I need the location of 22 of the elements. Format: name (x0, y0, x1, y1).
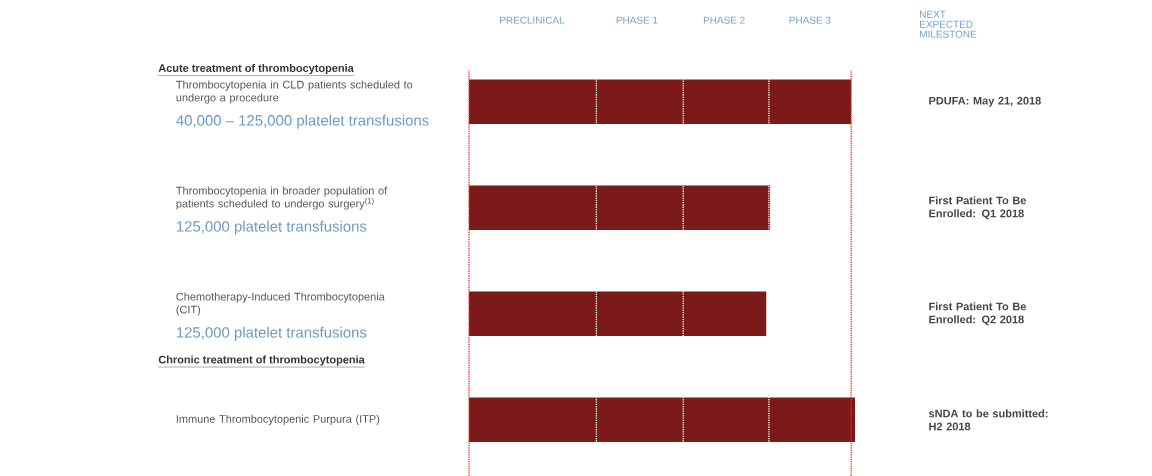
text: 40,000 – 125,000 platelet transfusions (176, 114, 429, 129)
bar (469, 79, 852, 125)
text: First Patient To Be Enrolled: Q1 2018 (929, 196, 1026, 220)
text: First Patient To Be Enrolled: Q2 2018 (929, 302, 1026, 326)
text: PHASE 3 (789, 16, 831, 24)
text: PHASE 1 (616, 16, 658, 24)
bar (469, 397, 856, 443)
bar (469, 291, 767, 337)
text: sNDA to be submitted: H2 2018 (928, 409, 1048, 431)
y-tick-label: Thrombocytopenia in CLD patients scheduled to undergo a procedure (176, 80, 413, 104)
y-tick-label: Chemotherapy-Induced Thrombocytopenia (CIT) (176, 292, 385, 316)
text: Chronic treatment of thrombocytopenia (158, 355, 365, 366)
text: PHASE 2 (703, 16, 745, 24)
text: Acute treatment of thrombocytopenia (158, 63, 354, 75)
text: PDUFA: May 21, 2018 (929, 96, 1041, 107)
text: 125,000 platelet transfusions (176, 220, 367, 235)
y-tick-label: Immune Thrombocytopenic Purpura (ITP) (176, 414, 380, 425)
text: NEXT EXPECTED MILESTONE (920, 10, 977, 38)
bar (469, 185, 771, 231)
text: 125,000 platelet transfusions (176, 326, 367, 341)
y-tick-label: Thrombocytopenia in broader population of patients scheduled to undergo surgery$^{(1)}$ (176, 186, 388, 210)
text: PRECLINICAL (500, 16, 565, 24)
